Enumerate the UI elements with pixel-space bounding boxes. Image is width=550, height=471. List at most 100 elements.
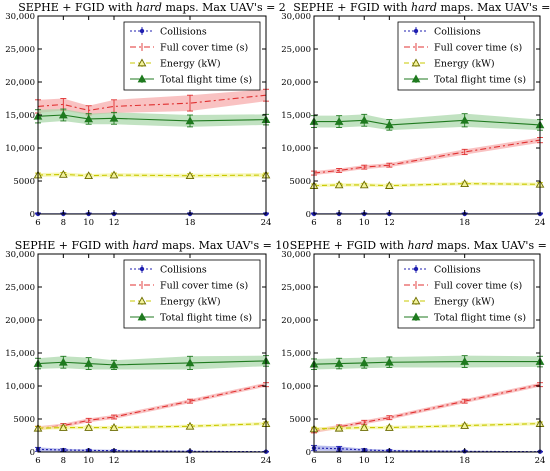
chart-title-part: maps. Max UAV's = 20 — [433, 239, 550, 252]
chart-title-part: SEPHE + FGID with — [293, 1, 411, 14]
chart-title-part: hard — [411, 1, 437, 14]
legend-label: Full cover time (s) — [160, 281, 248, 292]
data-point — [359, 115, 369, 124]
x-tick-label: 6 — [35, 456, 40, 466]
x-tick-label: 12 — [109, 456, 120, 466]
legend-marker — [413, 266, 419, 272]
data-point — [84, 423, 94, 431]
legend-marker — [411, 312, 421, 321]
error-band — [314, 382, 540, 433]
series-line — [314, 119, 541, 126]
legend: Collisions Full cover time (s) Energy (kW)… — [123, 259, 261, 329]
legend-label: Total flight time (s) — [434, 75, 526, 86]
chart-panel-2: SEPHE + FGID with hard maps. Max UAV's =… — [281, 1, 550, 228]
legend-label: Energy (kW) — [160, 59, 221, 70]
series-3 — [33, 169, 271, 180]
chart-title-part: maps. Max UAV's = 2 — [162, 1, 286, 14]
y-tick-label: 15,000 — [5, 111, 35, 121]
error-band — [38, 89, 266, 115]
y-tick-label: 10,000 — [5, 144, 35, 154]
x-tick-label: 18 — [459, 456, 470, 466]
data-point — [185, 116, 195, 125]
y-tick-label: 25,000 — [5, 45, 35, 55]
chart-panel-1: SEPHE + FGID with hard maps. Max UAV's =… — [5, 1, 286, 228]
legend: Collisions Full cover time (s) Energy (kW)… — [397, 21, 535, 91]
data-point — [359, 423, 369, 431]
series-line — [313, 447, 541, 453]
data-point — [58, 169, 68, 178]
x-tick-label: 8 — [61, 218, 66, 228]
series-2 — [311, 136, 543, 176]
data-point — [334, 423, 344, 432]
legend-marker — [137, 296, 147, 305]
y-tick-label: 20,000 — [281, 78, 311, 88]
chart-title: SEPHE + FGID with hard maps. Max UAV's =… — [18, 1, 286, 14]
legend-label: Energy (kW) — [160, 297, 221, 308]
series-line — [37, 173, 267, 177]
legend: Collisions Full cover time (s) Energy (kW)… — [397, 259, 535, 329]
data-point — [109, 170, 119, 179]
chart-title-part: SEPHE + FGID with — [290, 239, 408, 252]
y-tick-label: 30,000 — [281, 250, 311, 260]
chart-title-part: maps. Max UAV's = 10 — [158, 239, 289, 252]
data-point — [384, 357, 394, 366]
y-tick-label: 15,000 — [281, 111, 311, 121]
chart-title-part: SEPHE + FGID with — [15, 239, 133, 252]
x-tick-label: 18 — [185, 456, 196, 466]
chart-panel-4: SEPHE + FGID with hard maps. Max UAV's =… — [281, 239, 550, 466]
y-tick-label: 0 — [306, 448, 311, 458]
x-tick-label: 24 — [261, 218, 272, 228]
legend-label: Full cover time (s) — [160, 43, 248, 54]
x-tick-label: 6 — [35, 218, 40, 228]
data-point — [185, 171, 195, 180]
legend-label: Total flight time (s) — [160, 75, 252, 86]
data-point — [460, 421, 470, 429]
chart-panel-3: SEPHE + FGID with hard maps. Max UAV's =… — [5, 239, 289, 466]
y-tick-label: 25,000 — [281, 45, 311, 55]
series-4 — [309, 113, 545, 131]
series-3 — [309, 179, 545, 189]
x-tick-label: 24 — [535, 218, 546, 228]
series-line — [313, 183, 541, 187]
y-tick-label: 15,000 — [5, 349, 35, 359]
y-tick-label: 20,000 — [5, 316, 35, 326]
data-point — [460, 115, 470, 124]
legend-marker — [411, 296, 421, 305]
x-tick-label: 12 — [384, 456, 395, 466]
series-4 — [309, 355, 545, 370]
legend-marker — [137, 74, 147, 83]
y-tick-label: 5000 — [289, 177, 311, 187]
legend: Collisions Full cover time (s) Energy (kW)… — [123, 21, 261, 91]
x-tick-label: 18 — [459, 218, 470, 228]
data-point — [58, 423, 68, 431]
x-tick-label: 8 — [61, 456, 66, 466]
legend-marker — [139, 28, 145, 34]
series-4 — [33, 355, 271, 370]
legend-label: Full cover time (s) — [434, 43, 522, 54]
x-tick-label: 10 — [83, 218, 94, 228]
chart-title-part: hard — [408, 239, 434, 252]
chart-title-part: hard — [136, 1, 162, 14]
x-tick-label: 24 — [535, 456, 546, 466]
legend-label: Energy (kW) — [434, 59, 495, 70]
x-tick-label: 12 — [109, 218, 120, 228]
x-tick-label: 18 — [185, 218, 196, 228]
legend-marker — [139, 266, 145, 272]
y-tick-label: 0 — [30, 448, 35, 458]
series-line — [313, 361, 540, 365]
series-line — [313, 139, 541, 174]
y-tick-label: 15,000 — [281, 349, 311, 359]
chart-title-part: hard — [133, 239, 159, 252]
data-point — [109, 360, 119, 369]
data-point — [84, 359, 94, 367]
x-tick-label: 6 — [311, 456, 316, 466]
x-tick-label: 10 — [359, 218, 370, 228]
legend-label: Energy (kW) — [434, 297, 495, 308]
data-point — [109, 423, 119, 431]
legend-marker — [413, 28, 419, 34]
y-tick-label: 25,000 — [5, 283, 35, 293]
series-line — [37, 448, 267, 453]
error-band — [314, 113, 540, 131]
data-point — [185, 358, 195, 367]
